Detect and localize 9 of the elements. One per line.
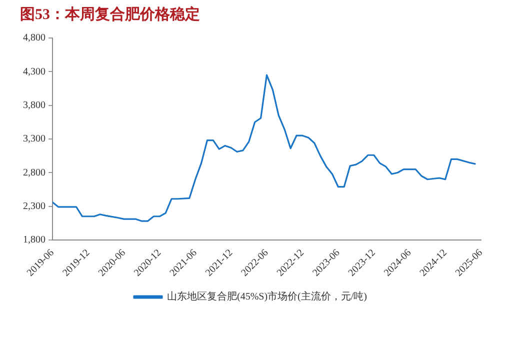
- y-tick-label: 2,800: [23, 167, 46, 178]
- y-tick-label: 4,800: [23, 32, 46, 44]
- y-tick-label: 4,300: [23, 66, 46, 78]
- y-tick-label: 3,300: [23, 134, 46, 145]
- chart-title: 图53：本周复合肥价格稳定: [20, 4, 200, 23]
- y-tick-label: 1,800: [23, 234, 46, 246]
- y-tick-label: 2,300: [23, 200, 46, 212]
- y-tick-label: 3,800: [23, 100, 46, 111]
- legend-label: 山东地区复合肥(45%S)市场价(主流价，元/吨): [167, 290, 368, 303]
